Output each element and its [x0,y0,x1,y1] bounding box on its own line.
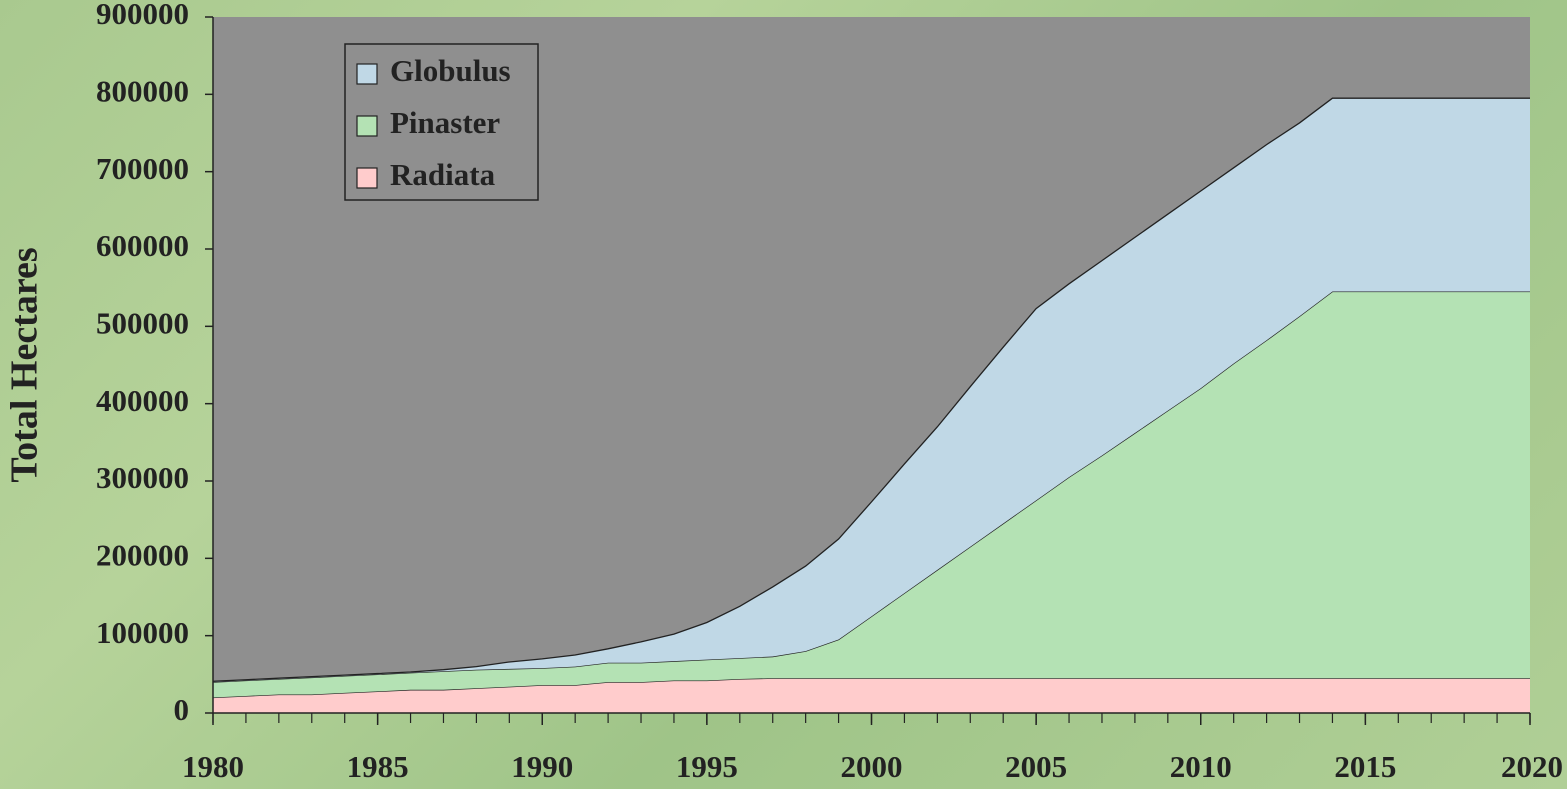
x-tick-label: 1980 [182,749,244,784]
y-tick-label: 900000 [96,0,189,31]
x-tick-label: 2010 [1170,749,1232,784]
x-tick-label: 2000 [841,749,903,784]
legend-label: Radiata [390,157,496,192]
x-tick-label: 2020 [1501,749,1563,784]
y-tick-label: 600000 [96,228,189,263]
area [213,678,1530,713]
legend-swatch [356,167,378,189]
y-tick-label: 400000 [96,383,189,418]
x-tick-label: 1995 [676,749,738,784]
y-tick-label: 500000 [96,305,189,340]
x-tick-label: 2015 [1334,749,1396,784]
y-tick-label: 200000 [96,537,189,572]
y-axis-label: Total Hectares [4,247,46,482]
y-tick-label: 700000 [96,151,189,186]
area [213,291,1530,698]
legend-label: Globulus [390,53,511,88]
x-tick-label: 1990 [511,749,573,784]
legend-swatch [356,115,378,137]
y-tick-label: 100000 [96,615,189,650]
legend-swatch [356,63,378,85]
area-edge [212,97,1530,682]
area [213,98,1530,683]
x-tick-label: 2005 [1005,749,1067,784]
legend-label: Pinaster [390,105,500,140]
y-tick-label: 0 [174,692,190,727]
y-tick-label: 800000 [96,73,189,108]
x-tick-label: 1985 [347,749,409,784]
y-tick-label: 300000 [96,460,189,495]
